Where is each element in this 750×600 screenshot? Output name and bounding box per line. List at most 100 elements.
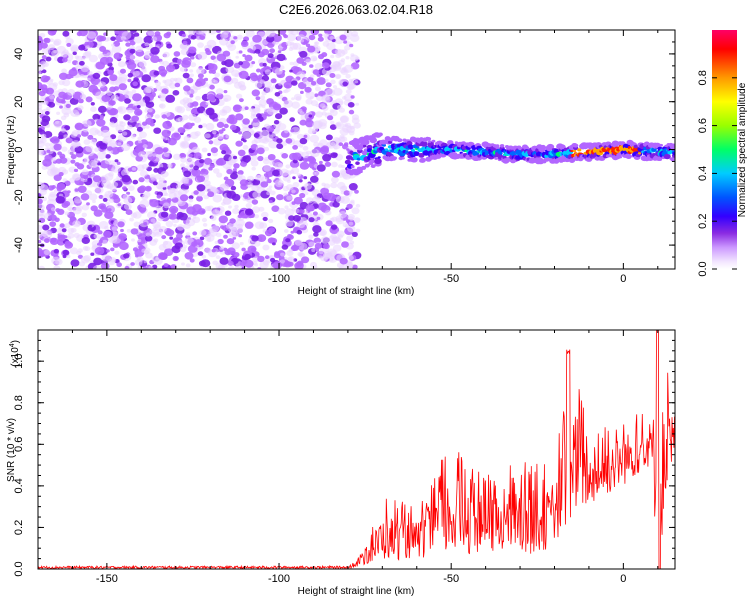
noise-cell: [237, 149, 246, 157]
noise-cell: [46, 149, 51, 153]
noise-cell: [340, 58, 346, 63]
noise-cell: [279, 168, 289, 177]
noise-cell: [38, 208, 45, 216]
noise-cell: [154, 31, 161, 37]
noise-cell: [139, 199, 150, 208]
noise-cell: [61, 202, 69, 208]
signal-cell: [392, 156, 397, 160]
signal-cell: [401, 157, 405, 160]
noise-cell: [348, 190, 353, 195]
noise-cell: [213, 168, 220, 174]
noise-cell: [347, 213, 355, 221]
noise-cell: [173, 51, 181, 57]
noise-cell: [138, 140, 142, 144]
noise-cell: [56, 111, 61, 116]
noise-cell: [289, 117, 296, 122]
noise-cell: [252, 122, 260, 129]
noise-cell: [352, 264, 358, 269]
noise-cell: [308, 217, 315, 223]
noise-cell: [78, 98, 84, 104]
noise-cell: [244, 54, 253, 62]
signal-cell: [350, 165, 355, 169]
y-tick-label: 20: [13, 96, 25, 108]
noise-cell: [138, 177, 145, 183]
noise-cell: [160, 211, 169, 218]
noise-cell: [317, 142, 324, 148]
signal-cell: [523, 145, 530, 151]
noise-cell: [98, 194, 104, 199]
noise-cell: [142, 266, 147, 269]
noise-cell: [158, 252, 168, 260]
noise-cell: [144, 178, 150, 183]
noise-cell: [93, 158, 99, 163]
noise-cell: [145, 117, 154, 125]
noise-cell: [298, 209, 304, 214]
noise-cell: [353, 122, 361, 129]
noise-cell: [131, 89, 137, 94]
colorbar-tick-label: 0.8: [697, 70, 709, 85]
noise-cell: [142, 191, 151, 198]
noise-cell: [46, 106, 51, 111]
noise-cell: [316, 164, 326, 172]
noise-cell: [132, 70, 140, 77]
signal-cell: [606, 154, 611, 158]
noise-cell: [211, 209, 221, 217]
noise-cell: [38, 104, 43, 110]
noise-cell: [126, 107, 134, 114]
noise-cell: [204, 133, 211, 139]
noise-cell: [256, 147, 265, 155]
noise-cell: [189, 69, 194, 73]
noise-cell: [77, 185, 87, 193]
noise-cell: [53, 248, 60, 254]
noise-cell: [197, 251, 204, 256]
noise-cell: [82, 161, 86, 165]
noise-cell: [172, 255, 179, 262]
noise-cell: [264, 255, 270, 260]
noise-cell: [132, 93, 142, 102]
noise-cell: [223, 90, 228, 94]
noise-cell: [110, 94, 119, 102]
noise-cell: [83, 139, 91, 145]
noise-cell: [348, 109, 355, 115]
noise-cell: [313, 265, 318, 269]
noise-cell: [310, 30, 320, 36]
noise-cell: [62, 30, 70, 37]
signal-cell: [655, 142, 660, 147]
noise-cell: [50, 168, 59, 176]
noise-cell: [96, 118, 106, 127]
snr-ylabel: SNR (10 * v/v): [6, 418, 17, 482]
noise-cell: [56, 183, 66, 191]
noise-cell: [290, 129, 295, 133]
noise-cell: [316, 216, 321, 220]
noise-cell: [245, 30, 255, 38]
noise-cell: [87, 134, 94, 140]
noise-cell: [230, 185, 237, 191]
noise-cell: [140, 102, 146, 107]
noise-cell: [106, 91, 113, 96]
noise-cell: [263, 81, 272, 89]
noise-cell: [204, 48, 210, 53]
noise-cell: [117, 106, 127, 114]
noise-cell: [291, 167, 300, 175]
noise-cell: [137, 242, 142, 246]
noise-cell: [145, 100, 155, 109]
noise-cell: [249, 107, 255, 113]
noise-cell: [51, 256, 61, 265]
noise-cell: [94, 246, 105, 255]
noise-cell: [67, 190, 71, 194]
noise-cell: [199, 229, 207, 236]
noise-cell: [254, 81, 263, 89]
noise-cell: [229, 218, 236, 224]
noise-cell: [314, 41, 318, 45]
noise-cell: [121, 143, 131, 151]
noise-cell: [349, 34, 360, 43]
noise-cell: [309, 134, 320, 143]
noise-cell: [345, 56, 350, 60]
noise-cell: [353, 217, 361, 224]
noise-cell: [343, 93, 354, 102]
noise-cell: [80, 74, 85, 78]
noise-cell: [194, 30, 205, 35]
noise-cell: [222, 50, 231, 57]
noise-cell: [227, 260, 234, 266]
